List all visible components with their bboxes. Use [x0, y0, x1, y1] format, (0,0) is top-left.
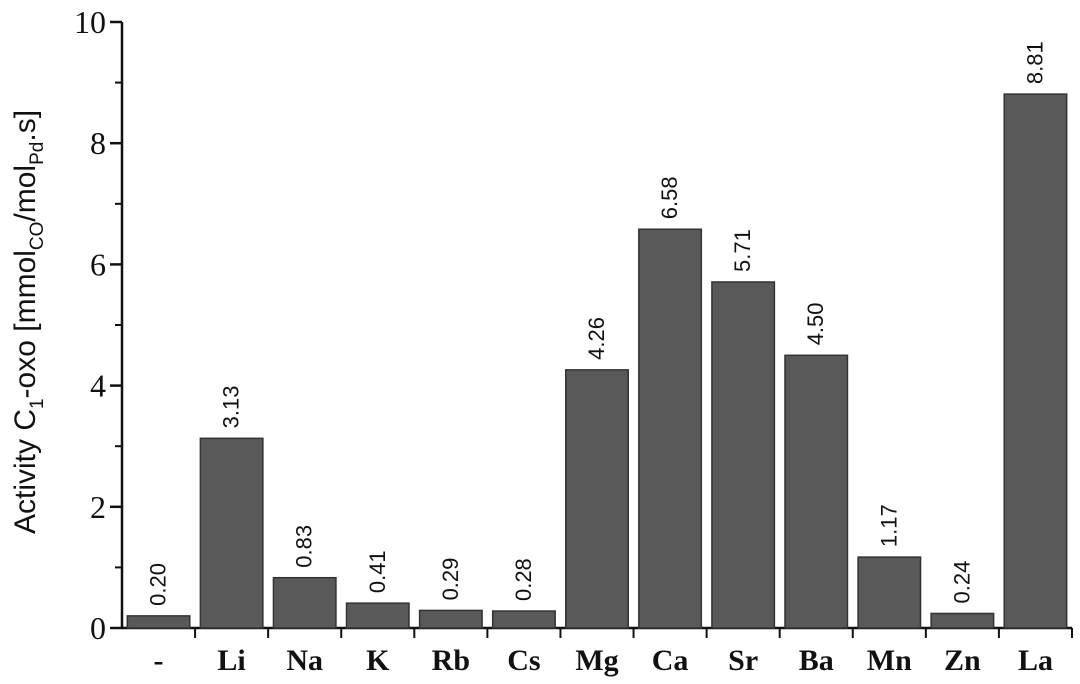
y-tick-label: 4 — [90, 368, 106, 404]
bar — [711, 281, 776, 629]
data-label: 4.26 — [584, 317, 609, 360]
bar — [565, 369, 629, 629]
data-label: 0.24 — [949, 561, 974, 604]
bar — [930, 612, 995, 629]
x-tick-label: Mn — [867, 644, 912, 677]
bar — [1003, 93, 1068, 629]
y-axis-title: Activity C1-oxo [mmolCO/molPd.s] — [9, 110, 48, 534]
bar — [345, 602, 410, 629]
x-tick-label: Rb — [432, 644, 470, 677]
x-tick-label: Ba — [799, 644, 834, 677]
y-tick-label: 2 — [90, 489, 106, 525]
data-label: 1.17 — [876, 504, 901, 547]
data-label: 8.81 — [1022, 41, 1047, 84]
y-axis-label-part: Activity C — [9, 409, 42, 534]
data-labels: 0.20 3.13 0.83 0.41 0.29 0.28 4.26 6.58 5.71 4.50… — [146, 41, 1048, 606]
y-tick-label: 6 — [90, 246, 106, 282]
data-label: 0.20 — [146, 563, 171, 606]
data-label: 3.13 — [219, 385, 244, 428]
bar — [857, 556, 922, 629]
bar — [491, 610, 556, 629]
x-tick-label: Sr — [728, 644, 758, 677]
bars — [126, 93, 1068, 629]
y-axis-label-part: .s] — [9, 110, 42, 142]
x-tick-label: Li — [217, 644, 245, 677]
y-axis-label: Activity C1-oxo [mmolCO/molPd.s] — [9, 110, 48, 534]
y-axis-label-subscript: Pd — [27, 142, 48, 165]
y-axis-label-part: /mol — [9, 165, 42, 222]
y-tick-label: 10 — [74, 4, 106, 40]
y-axis-label-subscript: CO — [27, 222, 48, 251]
bar — [784, 354, 849, 629]
x-tick-label: Na — [286, 644, 323, 677]
x-tick-label: Zn — [944, 644, 981, 677]
x-tick-label: K — [366, 644, 390, 677]
bar — [199, 437, 264, 629]
x-tick-label: - — [154, 644, 164, 677]
x-labels: - Li Na K Rb Cs Mg Ca Sr Ba Mn Zn La — [154, 628, 1073, 677]
bar — [126, 615, 191, 629]
bar — [638, 228, 703, 629]
y-axis-label-part: -oxo [mmol — [9, 250, 42, 398]
data-label: 0.83 — [292, 525, 317, 568]
data-label: 0.41 — [365, 550, 390, 593]
y-axis-label-subscript: 1 — [27, 398, 48, 409]
data-label: 4.50 — [803, 302, 828, 345]
data-label: 5.71 — [730, 229, 755, 272]
bar — [418, 609, 483, 629]
x-tick-label: Ca — [652, 644, 689, 677]
bar — [272, 576, 337, 629]
data-label: 0.28 — [511, 558, 536, 601]
data-label: 6.58 — [657, 176, 682, 219]
y-ticks: 0 2 4 6 8 10 — [74, 4, 122, 646]
y-tick-label: 0 — [90, 610, 106, 646]
x-tick-label: Mg — [575, 644, 618, 677]
x-tick-label: Cs — [507, 644, 540, 677]
data-label: 0.29 — [438, 558, 463, 601]
y-tick-label: 8 — [90, 125, 106, 161]
x-tick-label: La — [1018, 644, 1053, 677]
